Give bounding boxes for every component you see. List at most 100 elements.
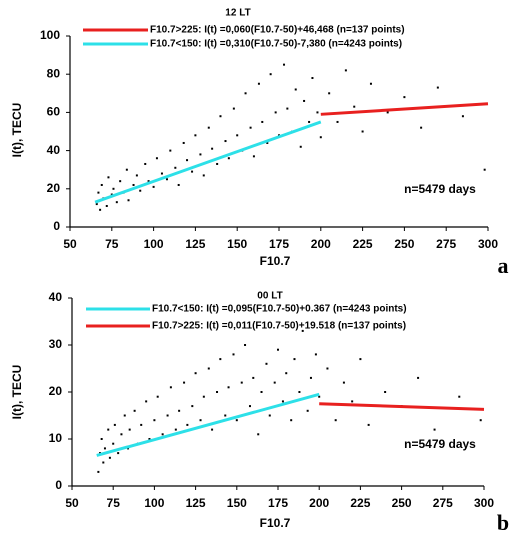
scatter-point [316, 111, 319, 114]
scatter-point [257, 82, 260, 85]
scatter-point [301, 329, 304, 332]
scatter-point [298, 391, 301, 393]
legend-label: F10.7>225: I(t) =0,011(F10.7-50)+19.518 … [152, 321, 406, 332]
y-axis-label: I(t), TECU [10, 365, 24, 420]
x-tick-label: 275 [433, 496, 453, 510]
x-tick-label: 150 [227, 237, 247, 251]
scatter-point [169, 149, 172, 152]
scatter-point [252, 376, 255, 379]
scatter-point [147, 180, 150, 183]
scatter-point [318, 395, 321, 398]
scatter-point [219, 115, 222, 118]
scatter-point [194, 134, 197, 137]
chart-title: 00 LT [257, 291, 282, 302]
scatter-point [127, 199, 130, 202]
scatter-point [252, 155, 255, 158]
scatter-point [283, 63, 286, 66]
y-tick-label: 0 [55, 478, 62, 492]
scatter-point [293, 358, 296, 361]
scatter-point [207, 126, 210, 129]
scatter-point [112, 187, 115, 190]
scatter-point [299, 145, 302, 148]
x-tick-label: 125 [185, 237, 205, 251]
scatter-point [326, 367, 329, 370]
scatter-point [107, 176, 110, 179]
scatter-point [186, 159, 189, 162]
scatter-point [286, 107, 289, 110]
x-tick-label: 175 [269, 237, 289, 251]
y-tick-label: 40 [47, 143, 61, 157]
scatter-point [461, 115, 464, 118]
panel-label: a [498, 253, 509, 278]
fit-line [320, 102, 489, 116]
scatter-point [281, 400, 284, 403]
scatter-point [145, 400, 148, 403]
scatter-point [224, 140, 227, 143]
scatter-point [240, 381, 243, 384]
scatter-point [257, 433, 260, 436]
scatter-point [211, 428, 214, 431]
scatter-point [211, 147, 214, 150]
scatter-point [232, 107, 235, 110]
x-tick-label: 250 [392, 496, 412, 510]
scatter-point [107, 428, 110, 431]
x-tick-label: 300 [474, 496, 494, 510]
x-tick-label: 75 [107, 496, 121, 510]
scatter-point [227, 157, 230, 160]
x-tick-label: 225 [350, 496, 370, 510]
scatter-point [95, 203, 98, 206]
scatter-point [386, 111, 389, 114]
scatter-point [306, 409, 309, 412]
scatter-point [314, 353, 317, 356]
x-tick-label: 50 [65, 496, 79, 510]
scatter-point [132, 183, 135, 186]
scatter-point [108, 456, 111, 459]
y-tick-label: 0 [53, 219, 60, 233]
legend-label: F10.7<150: I(t) =0,310(F10.7-50)-7,380 (… [150, 39, 402, 50]
scatter-point [261, 120, 264, 123]
x-tick-label: 175 [268, 496, 288, 510]
scatter-point [191, 405, 194, 408]
scatter-point [294, 88, 297, 91]
scatter-point [110, 193, 113, 196]
scatter-point [309, 376, 312, 379]
scatter-point [458, 395, 461, 398]
scatter-point [120, 433, 123, 436]
scatter-point [235, 419, 238, 422]
scatter-point [153, 419, 156, 422]
scatter-point [269, 73, 272, 76]
scatter-point [420, 126, 423, 129]
scatter-point [403, 96, 406, 99]
x-tick-label: 200 [309, 496, 329, 510]
scatter-point [361, 130, 364, 133]
x-tick-label: 200 [311, 237, 331, 251]
annotation: n=5479 days [404, 437, 476, 451]
scatter-point [353, 105, 356, 108]
scatter-point [123, 414, 126, 417]
scatter-point [479, 419, 482, 422]
scatter-point [148, 438, 151, 440]
scatter-point [227, 386, 230, 389]
x-tick-label: 125 [186, 496, 206, 510]
scatter-point [417, 376, 420, 379]
scatter-point [202, 174, 205, 177]
scatter-point [169, 386, 172, 389]
scatter-point [224, 414, 227, 417]
scatter-point [186, 423, 189, 426]
scatter-point [216, 391, 219, 393]
scatter-point [119, 180, 122, 183]
scatter-point [236, 134, 239, 137]
y-tick-label: 80 [47, 66, 61, 80]
scatter-point [115, 201, 118, 204]
annotation: n=5479 days [404, 182, 476, 196]
scatter-point [100, 438, 103, 440]
scatter-point [183, 381, 186, 384]
scatter-point [139, 189, 142, 192]
scatter-point [144, 162, 147, 165]
scatter-point [152, 185, 155, 188]
scatter-point [483, 168, 486, 171]
scatter-point [161, 433, 164, 436]
scatter-point [244, 92, 247, 95]
scatter-point [207, 367, 210, 370]
